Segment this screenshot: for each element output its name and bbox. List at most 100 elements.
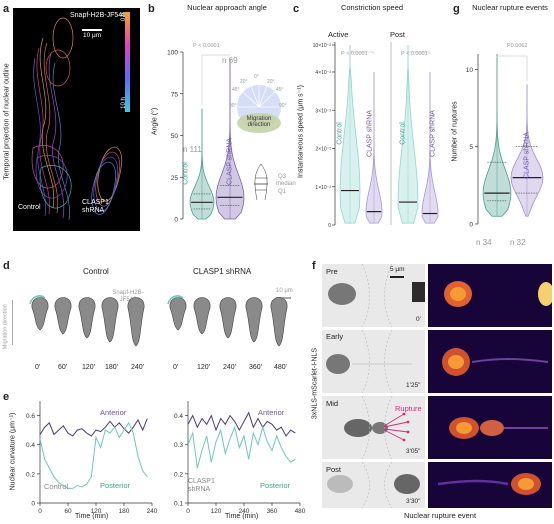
panel-d-direction-arrow [12,300,13,345]
panel-e-xlabel-control: Time (min) [75,513,109,520]
panel-b-inset-angle-20r: 20° [267,79,275,85]
panel-d-time-clasp-4: 480' [274,364,288,371]
panel-f-xlabel: Nuclear rupture event [403,511,477,520]
panel-e-clasp-posterior-label: Posterior [260,481,291,490]
panel-b-inset-diagram [237,85,281,133]
panel-g-letter: g [453,3,460,15]
panel-b-ylabel: Angle (°) [151,107,159,136]
e-control-series-posterior [39,421,148,489]
panel-d-time-clasp-3: 360' [249,364,263,371]
panel-f-frame-mid-color [428,396,552,459]
panel-f-stage-mid: Mid [326,399,339,408]
panel-f-frame-pre-gray [322,264,425,327]
d-cell-7 [219,297,237,339]
e-control-xtick-label-4: 240 [147,508,158,515]
d-cell-2 [78,297,96,339]
panel-c-pvalue-post: P < 0.0001 [401,51,428,57]
e-control-ytick-label-2: 0.4 [26,442,35,449]
panel-b-inset-angle-0: 0° [254,74,259,80]
panel-e-clasp-anterior-label: Anterior [258,408,285,417]
c-ytick-label-1: 1×10⁻² [315,185,331,191]
panel-e-control-posterior-label: Posterior [100,481,131,490]
panel-a-scale-bar [82,29,102,31]
panel-d-time-clasp-0: 0' [173,364,179,371]
g-sig-bracket [496,55,528,81]
panel-b-inset-angle-20l: 20° [240,79,248,85]
panel-c-title: Constriction speed [340,3,404,12]
panel-d-side-label: Migration direction [2,304,9,350]
panel-b-inset-angle-90r: 90° [279,103,287,109]
panel-f-time-post: 3'30" [406,498,421,505]
d-cell-6 [193,297,211,335]
panel-e-control-line-chart: 0 60 120 180 240 0 0.2 0.4 0.6 [26,401,158,515]
e-clasp-ytick-label-2: 0.3 [174,442,183,449]
panel-d-cell-sequence [29,295,288,347]
panel-g-n-clasp: n 32 [510,238,526,247]
e-clasp-xtick-label-3: 360 [267,508,278,515]
panel-b-title: Nuclear approach angle [187,3,267,12]
panel-d-time-control-3: 180' [105,364,119,371]
panel-f-time-pre: 0' [416,316,421,323]
panel-b-inset-label: Migration direction [246,116,272,129]
panel-d-probe: Snapf-H2B-JF549 [112,290,144,303]
c-ytick-label-5: 10×10⁻² [313,43,332,49]
e-control-xtick-label-0: 0 [38,508,42,515]
panel-b-cat-control: Control [182,162,190,185]
c-sig-bracket-active [349,51,375,54]
panel-f-scale-bar [390,276,404,278]
panel-e-control-label: Control [44,482,69,491]
panel-a-probe: Snapf-H2B-JF549 [70,12,127,19]
panel-b-violin-chart: 0 25 50 75 100 [167,50,245,224]
nuclear-outline-projection [31,17,123,221]
c-ytick-label-2: 2×10⁻² [315,147,331,153]
panel-b-letter: b [148,3,155,15]
panel-f-stage-early: Early [326,332,344,341]
panel-f-letter: f [312,260,316,272]
panel-f-time-early: 1'25" [406,382,421,389]
g-ytick-label-1: 5 [469,144,473,151]
d-cell-8 [245,297,263,343]
c-sig-bracket-post [407,51,431,54]
panel-f-stage-pre: Pre [326,267,338,276]
panel-d-time-clasp-1: 120' [197,364,211,371]
panel-d-title-clasp: CLASP1 shRNA [193,267,252,276]
e-clasp-xtick-label-2: 240 [239,508,250,515]
panel-c-ylabel: Instantaneous speed (μm s⁻¹) [297,85,305,178]
panel-d-time-control-4: 240' [131,364,145,371]
e-clasp-xtick-label-0: 0 [186,508,190,515]
e-control-xtick-label-3: 180 [119,508,130,515]
b-ytick-label-1: 25 [171,175,179,182]
c-ytick-label-3: 3×10⁻² [315,108,331,114]
e-control-xtick-label-2: 120 [91,508,102,515]
panel-c-violin-chart: 0 1×10⁻² 2×10⁻² 3×10⁻² 4×10⁻² 10×10⁻² [313,42,439,229]
panel-c-cat-clasp-active: CLASP shRNA [366,110,374,157]
panel-c-cat-clasp-post: CLASP shRNA [429,110,437,157]
panel-e-control-anterior-label: Anterior [100,408,127,417]
e-clasp-xtick-label-4: 480 [295,508,306,515]
b-sig-bracket [201,54,231,105]
panel-b-legend-median: median [276,181,296,187]
panel-b-n-control: n 111 [183,145,202,154]
panel-c-cat-control-post: Control [399,122,407,145]
panel-f-frame-post-gray [322,462,425,508]
panel-g-cat-clasp: CLASP shRNA [523,132,531,179]
panel-d-title-control: Control [83,267,109,276]
e-control-ytick-label-3: 0.6 [26,413,35,420]
panel-f-frame-early-gray [322,330,425,393]
panel-b-violin-legend [254,163,268,201]
panel-f-frame-mid-gray [322,396,425,459]
panel-f-frame-post-color [428,462,552,508]
panel-d-time-control-1: 60' [58,364,68,371]
d-cell-9 [270,297,288,347]
panel-e-ylabel: Nuclear curvature (μm⁻¹) [9,412,17,491]
panel-g-n-control: n 34 [476,238,492,247]
panel-b-pvalue: P < 0.0001 [193,43,220,49]
panel-f-frame-early-color [428,330,552,393]
b-ytick-label-2: 50 [171,133,179,140]
c-ytick-label-0: 0 [328,223,331,229]
panel-c-sub-post: Post [390,30,406,39]
panel-a-ylabel: Temporal projection of nuclear outline [3,63,11,180]
panel-g-title: Nuclear rupture events [472,3,548,12]
panel-e-clasp-line-chart: 0 120 240 360 480 0.1 0.2 0.3 0.4 [174,401,306,515]
